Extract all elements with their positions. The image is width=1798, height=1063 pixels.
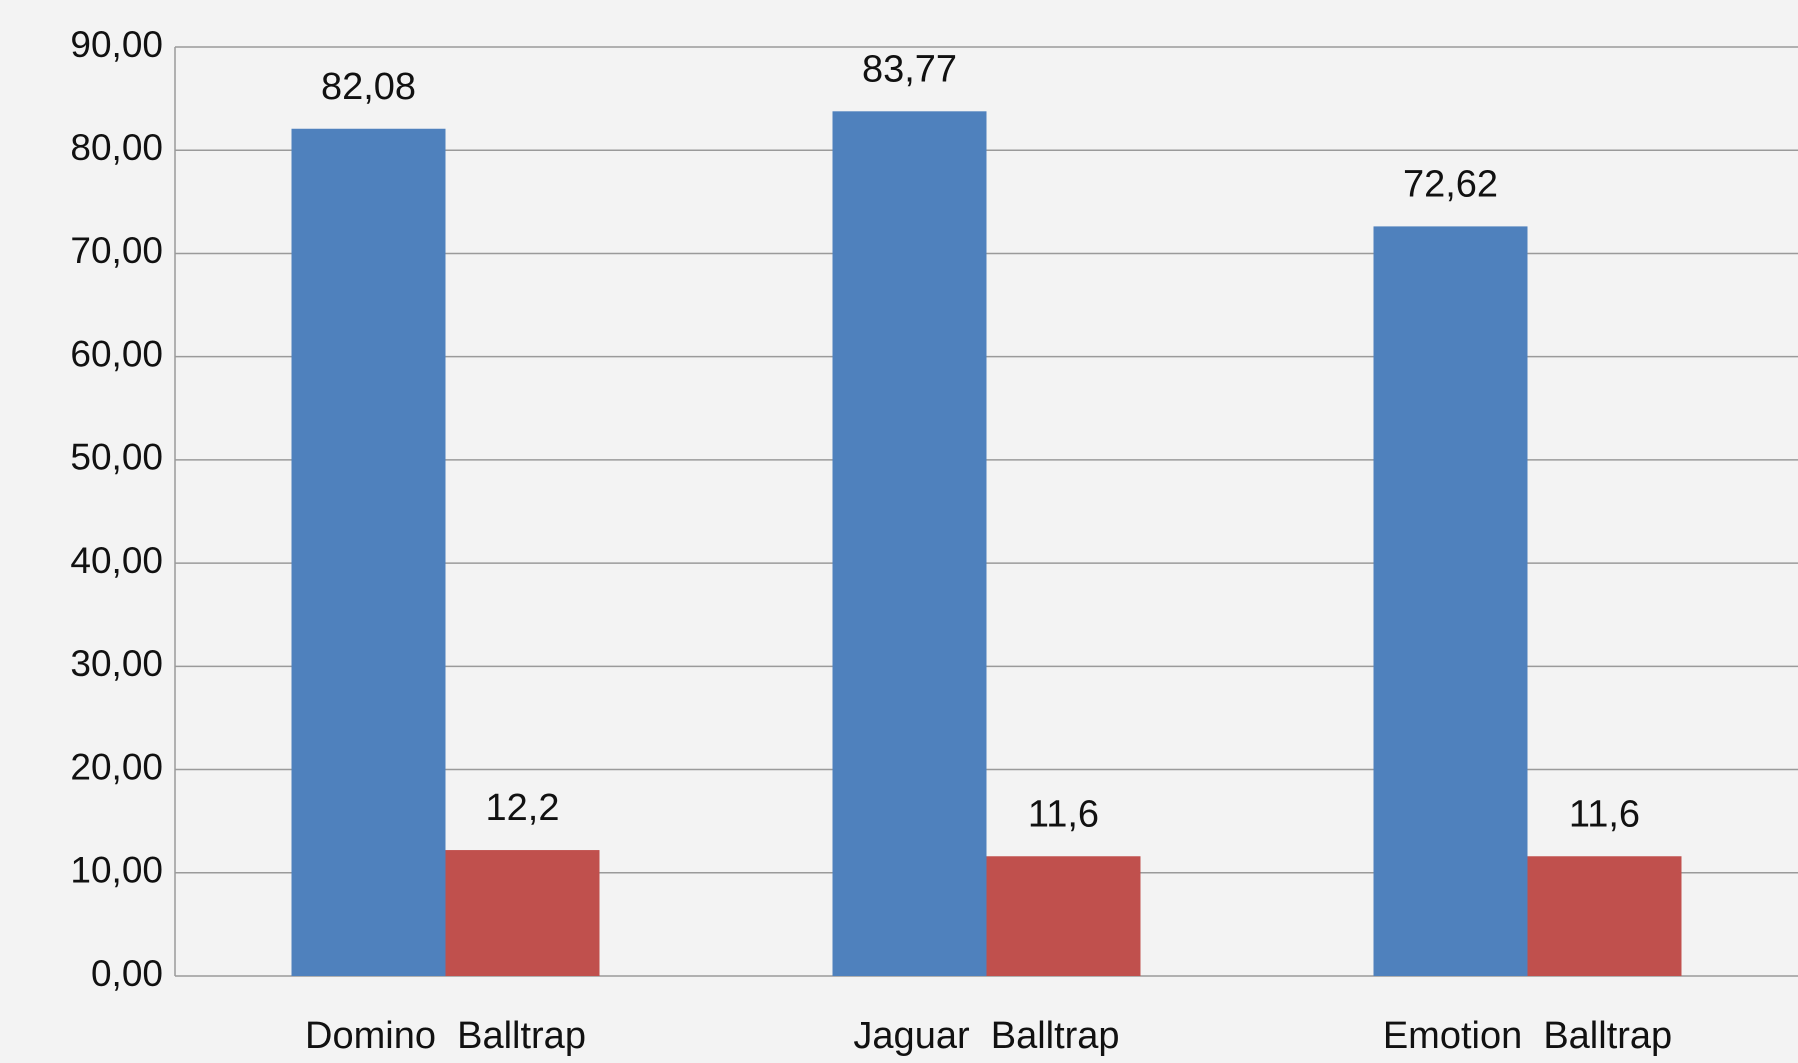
bar [291,128,446,976]
bar [832,111,987,977]
y-tick-label: 40,00 [70,540,163,581]
bar [445,850,600,976]
bar [1373,226,1528,977]
y-tick-label: 80,00 [70,127,163,168]
bar [1527,856,1682,976]
x-tick-label: Jaguar Balltrap [853,1015,1119,1057]
y-tick-label: 0,00 [91,953,163,994]
bar [986,856,1141,976]
y-tick-label: 90,00 [70,24,163,65]
value-label: 11,6 [1569,793,1640,835]
y-tick-label: 50,00 [70,437,163,478]
y-tick-label: 10,00 [70,850,163,891]
y-tick-label: 70,00 [70,230,163,271]
value-label: 12,2 [486,787,560,829]
x-tick-label: Emotion Balltrap [1383,1015,1672,1057]
y-tick-label: 60,00 [70,333,163,374]
value-label: 83,77 [862,48,957,90]
y-tick-label: 30,00 [70,643,163,684]
value-label: 72,62 [1403,163,1498,205]
value-label: 11,6 [1028,793,1099,835]
x-tick-label: Domino Balltrap [305,1015,586,1057]
y-tick-label: 20,00 [70,746,163,787]
value-label: 82,08 [321,66,416,108]
